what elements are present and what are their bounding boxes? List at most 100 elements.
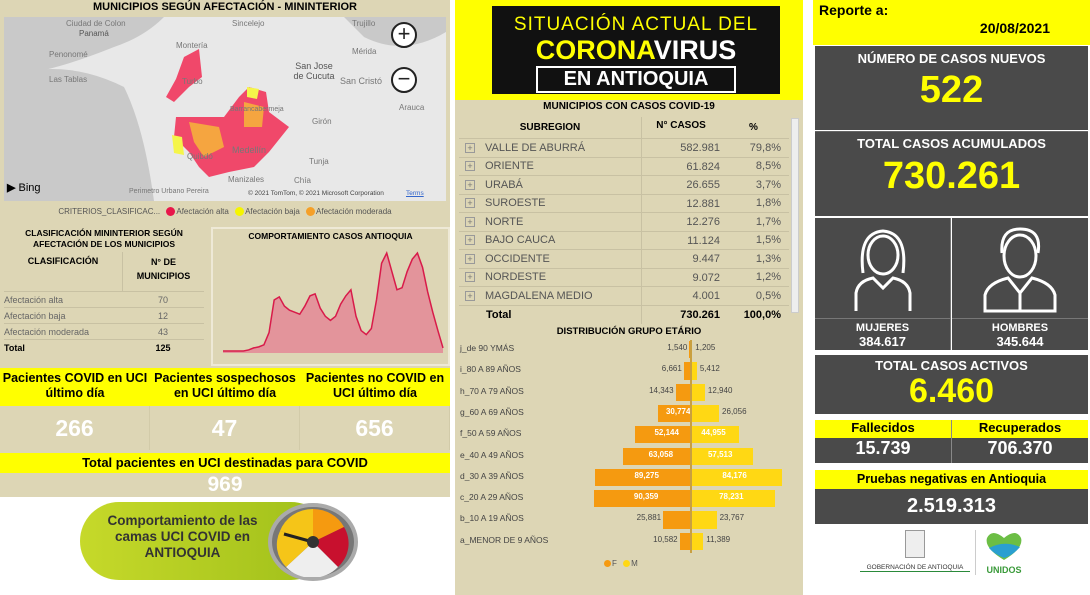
table-row[interactable]: + BAJO CAUCA 11.124 1,5%: [459, 231, 789, 250]
legend-item[interactable]: Afectación alta: [176, 207, 229, 216]
bar-f[interactable]: [683, 362, 691, 380]
logo-corona: CORONA: [535, 35, 654, 65]
bar-m[interactable]: [691, 404, 720, 423]
pyramid-axis: [690, 340, 692, 553]
bar-m[interactable]: [691, 383, 705, 401]
zoom-in-button[interactable]: +: [391, 22, 417, 48]
bar-m[interactable]: [691, 532, 704, 550]
bar-m-label: 5,412: [699, 364, 720, 374]
legend-dot-alta-icon: [166, 207, 176, 217]
new-cases-value: 522: [919, 69, 984, 111]
col-subregion[interactable]: SUBREGION: [519, 122, 581, 133]
bar-f[interactable]: [634, 426, 691, 444]
bar-m[interactable]: [691, 490, 776, 508]
uci-total-label: Total pacientes en UCI destinadas para C…: [0, 453, 450, 473]
classification-table: CLASIFICACIÓN MININTERIOR SEGÚN AFECTACI…: [4, 228, 204, 356]
expand-icon[interactable]: +: [465, 272, 475, 283]
table-row[interactable]: + URABÁ 26.655 3,7%: [459, 176, 789, 195]
gobernacion-label: GOBERNACIÓN DE ANTIOQUIA: [860, 564, 970, 572]
bar-m[interactable]: [691, 426, 740, 444]
map-label: Manizales: [228, 175, 265, 184]
uci-header-covid: Pacientes COVID en UCI último día: [2, 371, 148, 400]
legend-item[interactable]: Afectación moderada: [316, 207, 392, 216]
age-category-label: h_70 A 79 AÑOS: [460, 385, 524, 396]
age-category-label: j_de 90 YMÁS: [460, 343, 515, 353]
terms-link[interactable]: Terms: [406, 190, 424, 197]
recovered-value: 706.370: [952, 438, 1088, 463]
subregion-cases: 61.824: [641, 157, 726, 175]
expand-icon[interactable]: +: [465, 179, 475, 190]
table-row[interactable]: + VALLE DE ABURRÁ 582.981 79,8%: [459, 139, 789, 158]
man-icon: [983, 227, 1057, 313]
legend-f[interactable]: F: [612, 559, 617, 568]
uci-header-sospechosos: Pacientes sospechosos en UCI último día: [154, 371, 296, 400]
subregion-name: SUROESTE: [485, 197, 546, 210]
bar-f[interactable]: [623, 447, 691, 465]
subregion-pct: 1,3%: [755, 252, 781, 265]
col-pct[interactable]: %: [749, 122, 758, 133]
subregion-pct: 1,5%: [755, 234, 781, 247]
table-row[interactable]: + NORTE 12.276 1,7%: [459, 213, 789, 232]
col-casos[interactable]: N° CASOS: [641, 117, 726, 138]
map-label: Ciudad de Colon: [66, 19, 126, 28]
map-label: Mérida: [352, 47, 377, 56]
table-row[interactable]: + MAGDALENA MEDIO 4.001 0,5%: [459, 287, 789, 306]
expand-icon[interactable]: +: [465, 161, 475, 172]
subregion-pct: 8,5%: [755, 160, 781, 173]
table-row[interactable]: + OCCIDENTE 9.447 1,3%: [459, 250, 789, 269]
map[interactable]: Ciudad de Colon Panamá Penonomé Las Tabl…: [4, 17, 446, 201]
bar-m-label: 12,940: [707, 385, 733, 395]
bing-label: Bing: [18, 182, 41, 194]
expand-icon[interactable]: +: [465, 198, 475, 209]
legend-m[interactable]: M: [631, 559, 638, 568]
bar-f-label: 63,058: [648, 449, 674, 459]
bar-f[interactable]: [593, 490, 691, 508]
uci-value-covid: 266: [0, 406, 150, 450]
map-label: San Cristó: [340, 76, 383, 86]
recovered-label: Recuperados: [952, 420, 1088, 438]
dead-value: 15.739: [815, 438, 951, 463]
expand-icon[interactable]: +: [465, 216, 475, 227]
expand-icon[interactable]: +: [465, 290, 475, 301]
age-category-label: d_30 A 39 AÑOS: [460, 470, 524, 481]
row-label: Afectación moderada: [4, 326, 90, 337]
age-category-label: c_20 A 29 AÑOS: [460, 492, 524, 503]
bar-f[interactable]: [679, 532, 691, 550]
table-row: Afectación alta 70: [4, 292, 204, 308]
men-label: HOMBRES: [952, 318, 1088, 334]
expand-icon[interactable]: +: [465, 235, 475, 246]
subregion-name: ORIENTE: [485, 160, 534, 173]
map-title: MUNICIPIOS SEGÚN AFECTACIÓN - MININTERIO…: [93, 1, 357, 13]
expand-icon[interactable]: +: [465, 142, 475, 153]
bar-f[interactable]: [594, 468, 691, 487]
expand-icon[interactable]: +: [465, 253, 475, 264]
bar-f[interactable]: [675, 383, 691, 401]
table-scrollbar[interactable]: [791, 118, 799, 313]
unidos-logo: UNIDOS: [980, 530, 1028, 575]
subregion-cases: 26.655: [641, 176, 726, 194]
table-row[interactable]: + SUROESTE 12.881 1,8%: [459, 194, 789, 213]
zoom-out-button[interactable]: −: [391, 67, 417, 93]
bar-f-label: 10,582: [653, 534, 678, 544]
accumulated-box: TOTAL CASOS ACUMULADOS 730.261: [815, 131, 1088, 216]
col-clasificacion: CLASIFICACIÓN: [27, 256, 99, 266]
bar-f[interactable]: [663, 511, 691, 529]
legend-item[interactable]: Afectación baja: [245, 207, 300, 216]
uci-total-value: 969: [207, 473, 243, 496]
dead-box: Fallecidos 15.739: [815, 420, 952, 463]
bar-m[interactable]: [691, 468, 782, 487]
total-cases: 730.261: [641, 305, 726, 324]
bar-f-label: 14,343: [649, 385, 674, 395]
bar-m[interactable]: [691, 447, 753, 465]
map-label: San Jose de Cucuta: [293, 61, 335, 81]
age-chart-title: DISTRIBUCIÓN GRUPO ETÁRIO: [556, 326, 702, 337]
table-row[interactable]: + NORDESTE 9.072 1,2%: [459, 268, 789, 287]
bar-f[interactable]: [657, 404, 691, 423]
woman-icon: [854, 229, 911, 311]
uci-beds-banner-text: Comportamiento de las camas UCI COVID en…: [107, 513, 258, 560]
cases-area-chart: COMPORTAMIENTO CASOS ANTIOQUIA: [211, 227, 450, 366]
table-row[interactable]: + ORIENTE 61.824 8,5%: [459, 157, 789, 176]
total-pct: 100,0%: [743, 308, 781, 321]
bar-m[interactable]: [691, 511, 717, 529]
bar-m[interactable]: [691, 362, 697, 380]
